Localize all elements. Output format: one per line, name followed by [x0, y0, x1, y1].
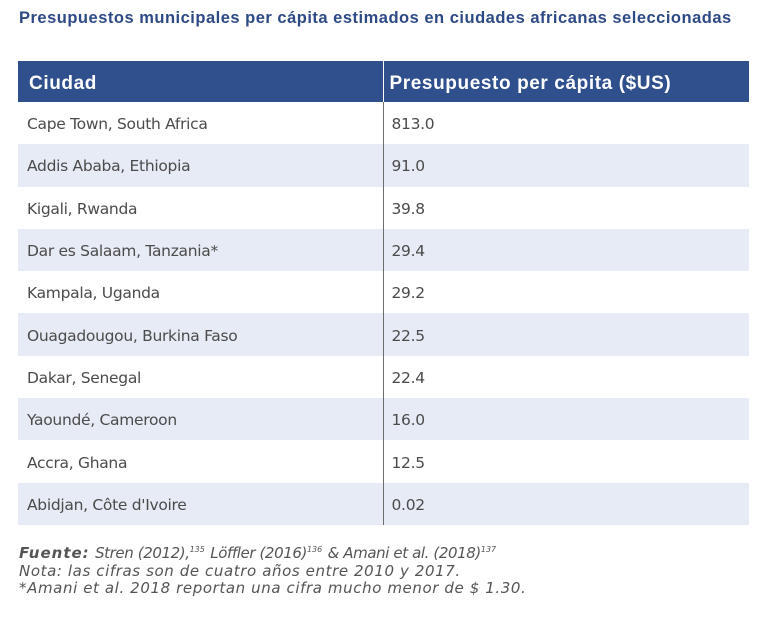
city-cell: Addis Ababa, Ethiopia [18, 144, 383, 187]
table-row: Kampala, Uganda 29.2 [18, 271, 749, 314]
budget-cell: 22.5 [382, 313, 749, 356]
source-ref-text: Löffler (2016) [210, 544, 307, 562]
table-title: Presupuestos municipales per cápita esti… [19, 9, 732, 27]
budget-cell: 0.02 [382, 482, 749, 525]
table-row: Addis Ababa, Ethiopia 91.0 [18, 144, 749, 187]
budget-cell: 91.0 [382, 144, 749, 187]
table-header: Ciudad Presupuesto per cápita ($US) [18, 61, 749, 102]
city-cell: Dakar, Senegal [18, 355, 383, 399]
table-row: Kigali, Rwanda 39.8 [18, 186, 749, 229]
table-notes: Fuente: Stren (2012),135 Löffler (2016)1… [19, 541, 739, 598]
city-cell: Abidjan, Côte d'Ivoire [18, 482, 383, 525]
source-ref-number: 135 [189, 545, 205, 554]
city-cell: Yaoundé, Cameroon [18, 398, 383, 441]
source-ref-number: 137 [480, 545, 497, 554]
budget-cell: 29.2 [382, 271, 749, 314]
budget-cell: 16.0 [382, 398, 749, 441]
source-ref-number: 136 [306, 545, 323, 554]
table-row: Accra, Ghana 12.5 [18, 440, 749, 483]
city-cell: Kigali, Rwanda [18, 186, 383, 229]
column-header-city: Ciudad [18, 61, 383, 102]
city-cell: Accra, Ghana [18, 440, 383, 483]
source-label: Fuente: [19, 544, 90, 562]
city-cell: Ouagadougou, Burkina Faso [18, 313, 383, 356]
footnote-line: *Amani et al. 2018 reportan una cifra mu… [19, 579, 527, 597]
source-ref: Löffler (2016)136 [210, 544, 322, 562]
source-ref-text: Stren (2012), [95, 544, 190, 562]
city-cell: Kampala, Uganda [18, 271, 383, 314]
budget-cell: 29.4 [382, 228, 749, 272]
city-cell: Cape Town, South Africa [18, 102, 383, 145]
budget-cell: 813.0 [382, 102, 749, 145]
budget-table: Ciudad Presupuesto per cápita ($US) Cape… [18, 61, 749, 525]
table-body: Cape Town, South Africa 813.0 Addis Ababa,… [18, 102, 749, 525]
table-row: Abidjan, Côte d'Ivoire 0.02 [18, 482, 749, 525]
table-row: Cape Town, South Africa 813.0 [18, 102, 749, 145]
table-row: Dar es Salaam, Tanzania* 29.4 [18, 228, 749, 272]
header-row: Ciudad Presupuesto per cápita ($US) [18, 61, 749, 102]
column-header-budget: Presupuesto per cápita ($US) [382, 61, 749, 102]
budget-cell: 22.4 [382, 355, 749, 399]
table-row: Ouagadougou, Burkina Faso 22.5 [18, 313, 749, 356]
city-cell: Dar es Salaam, Tanzania* [18, 228, 383, 272]
source-ref: Stren (2012),135 [95, 544, 205, 562]
budget-cell: 39.8 [382, 186, 749, 229]
source-ref-text: & Amani et al. (2018) [327, 544, 482, 562]
note-line: Nota: las cifras son de cuatro años entr… [19, 561, 461, 580]
table-row: Yaoundé, Cameroon 16.0 [18, 398, 749, 441]
source-line: Fuente: Stren (2012),135 Löffler (2016)1… [19, 541, 739, 563]
budget-cell: 12.5 [382, 440, 749, 483]
source-ref: & Amani et al. (2018)137 [328, 544, 497, 562]
table-row: Dakar, Senegal 22.4 [18, 355, 749, 399]
